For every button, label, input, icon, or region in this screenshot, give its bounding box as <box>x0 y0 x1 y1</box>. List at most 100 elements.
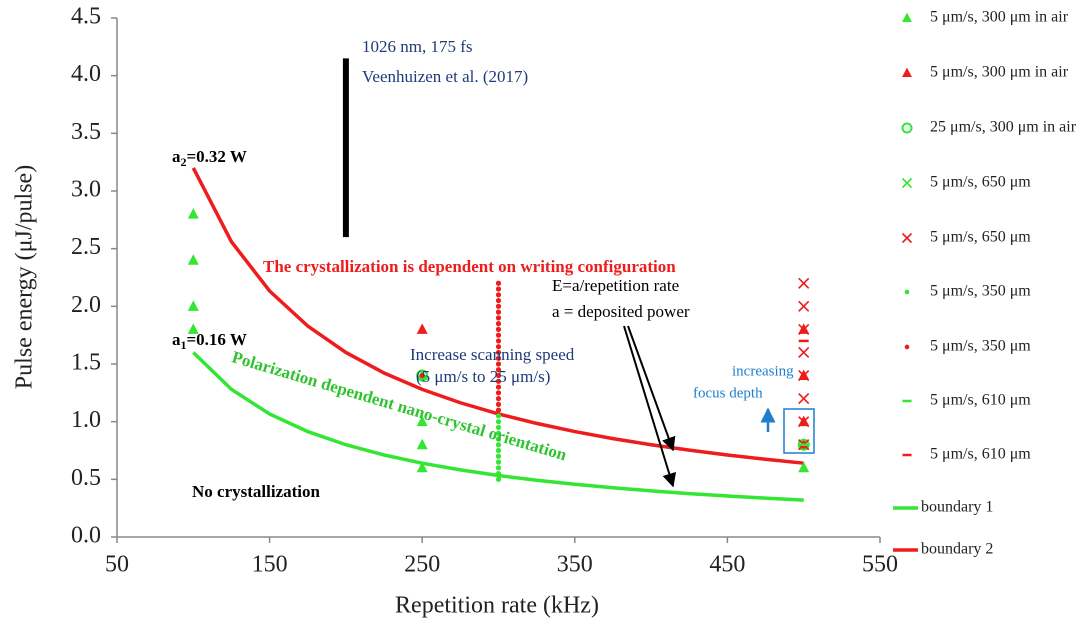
annotation-part: =0.16 W <box>187 330 247 349</box>
marker <box>495 332 502 338</box>
marker <box>495 303 502 309</box>
x-tick-label: 250 <box>404 552 440 578</box>
x-tick-label: 350 <box>557 552 593 578</box>
legend-label: 5 μm/s, 350 μm <box>930 338 1031 355</box>
marker-shape <box>495 453 502 459</box>
marker <box>495 292 502 298</box>
marker-shape <box>798 416 810 428</box>
marker-shape <box>495 292 502 298</box>
marker-shape <box>495 465 502 471</box>
y-tick-label: 1.5 <box>71 350 101 376</box>
marker <box>495 378 502 384</box>
legend-swatch <box>904 289 910 295</box>
marker <box>495 315 502 321</box>
marker <box>495 297 502 304</box>
annotation-part: 2 <box>181 155 187 169</box>
marker-shape <box>495 384 502 390</box>
marker-shape <box>495 447 502 454</box>
marker <box>495 309 502 315</box>
marker <box>495 286 502 292</box>
marker-shape <box>495 430 502 436</box>
marker-shape <box>495 361 502 367</box>
marker-shape <box>416 415 428 427</box>
annotation: a = deposited power <box>552 302 690 321</box>
marker-shape <box>495 344 502 350</box>
annotation: E=a/repetition rate <box>552 276 679 295</box>
marker <box>187 323 199 334</box>
x-tick-label: 550 <box>862 552 898 578</box>
marker-shape <box>495 396 502 402</box>
marker-shape <box>798 300 810 312</box>
annotation: 1026 nm, 175 fs <box>362 37 473 56</box>
marker-shape <box>495 390 502 396</box>
marker <box>187 300 199 311</box>
marker-shape <box>416 438 428 450</box>
marker <box>416 438 428 450</box>
marker <box>495 396 502 402</box>
marker-shape <box>495 315 502 321</box>
marker-shape <box>187 208 199 219</box>
y-tick-label: 1.0 <box>71 407 101 433</box>
annotation: Increase scanning speed <box>410 345 575 364</box>
marker <box>495 424 502 431</box>
marker <box>416 323 428 334</box>
legend-label: 5 μm/s, 650 μm <box>930 174 1031 191</box>
x-tick-label: 450 <box>709 552 745 578</box>
marker-shape <box>495 321 502 327</box>
marker-shape <box>801 326 807 332</box>
y-tick-label: 4.5 <box>71 4 101 30</box>
legend-swatch <box>902 12 912 23</box>
marker-shape <box>495 303 502 309</box>
marker-shape <box>495 476 502 482</box>
marker <box>495 465 502 471</box>
marker-shape <box>495 349 502 356</box>
marker-shape <box>495 332 502 338</box>
marker <box>495 419 502 425</box>
marker <box>495 355 502 361</box>
marker-shape <box>495 401 502 407</box>
marker-shape <box>495 419 502 425</box>
marker <box>187 254 199 265</box>
annotation: Polarization dependent nano-crystal orie… <box>230 347 570 464</box>
marker <box>495 476 502 482</box>
annotation-part: a <box>172 147 181 166</box>
highlight-box <box>783 408 815 454</box>
marker <box>495 459 502 465</box>
marker-shape <box>187 254 199 265</box>
plot-area: 0.0 0.5 1.0 1.5 2.0 2.5 3.0 3.5 4.0 4.5 50 150 250 35… <box>71 4 898 578</box>
marker-shape <box>495 326 502 332</box>
marker <box>495 367 502 373</box>
marker <box>798 416 810 428</box>
x-tick-label: 150 <box>252 552 288 578</box>
marker-shape <box>904 289 910 295</box>
x-axis-title: Repetition rate (kHz) <box>395 593 599 619</box>
arrow <box>627 325 676 452</box>
marker <box>798 393 810 405</box>
marker <box>798 369 810 382</box>
marker-shape <box>495 367 502 373</box>
marker <box>495 401 502 407</box>
marker <box>798 346 810 359</box>
marker <box>495 372 502 379</box>
marker <box>801 326 807 332</box>
marker <box>495 384 502 390</box>
marker <box>416 415 428 427</box>
annotation: a1=0.16 W <box>172 330 247 352</box>
marker-shape <box>495 309 502 315</box>
marker-shape <box>495 442 502 448</box>
marker-shape <box>419 372 425 379</box>
x-tick-label: 50 <box>105 552 129 578</box>
marker-shape <box>798 369 810 382</box>
arrow <box>623 325 677 488</box>
marker <box>419 372 425 379</box>
annotation-part: =0.32 W <box>187 147 247 166</box>
marker <box>798 300 810 312</box>
marker <box>798 277 810 289</box>
marker <box>798 461 810 473</box>
marker-shape <box>187 300 199 311</box>
marker-shape <box>798 346 810 359</box>
legend-label: boundary 2 <box>921 541 993 558</box>
annotation: (5 μm/s to 25 μm/s) <box>416 367 550 386</box>
annotation: focus depth <box>693 385 763 401</box>
